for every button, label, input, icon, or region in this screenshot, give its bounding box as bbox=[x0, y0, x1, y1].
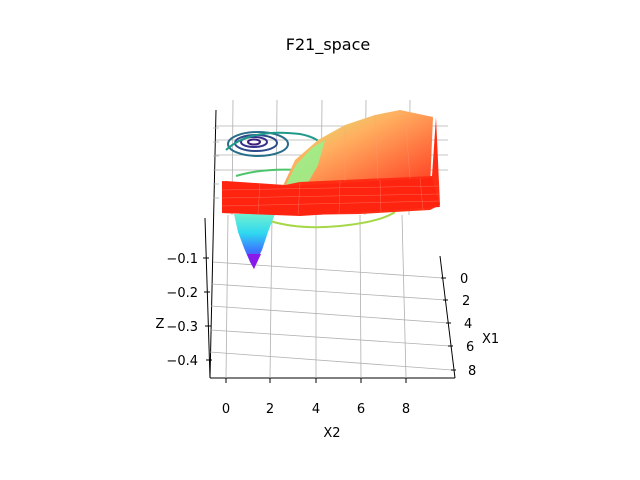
floor-grid-x2 bbox=[225, 214, 407, 379]
z-axis-line bbox=[204, 217, 211, 379]
surface-mesh bbox=[221, 110, 441, 216]
x2-axis-ticks: 0 2 4 6 8 bbox=[222, 378, 410, 417]
contour-level-2 bbox=[240, 136, 268, 148]
z-axis-label: Z bbox=[156, 317, 165, 332]
surface-plot bbox=[221, 110, 441, 269]
x2-tick-label: 0 bbox=[222, 402, 230, 417]
z-axis-ticks: −0.1 −0.2 −0.3 −0.4 bbox=[166, 252, 212, 369]
surface-ridge-highlight bbox=[284, 140, 325, 188]
x2-tick-label: 6 bbox=[357, 402, 365, 417]
chart-title: F21_space bbox=[286, 35, 371, 55]
x2-tick-label: 8 bbox=[402, 402, 410, 417]
contour-level-7 bbox=[269, 211, 396, 229]
z-tick-label: −0.4 bbox=[166, 354, 198, 369]
z-tick-label: −0.2 bbox=[166, 286, 198, 301]
x1-tick-label: 4 bbox=[464, 317, 472, 332]
z-tick-label: −0.3 bbox=[166, 320, 198, 335]
x1-tick-label: 8 bbox=[468, 364, 476, 379]
x2-tick-label: 4 bbox=[312, 402, 320, 417]
surface-sheet-front bbox=[222, 178, 440, 216]
x1-tick-label: 2 bbox=[462, 294, 470, 309]
x1-axis-ticks: 0 2 4 6 8 bbox=[441, 272, 476, 379]
z-tick-label: −0.1 bbox=[166, 252, 198, 267]
x1-tick-label: 6 bbox=[466, 340, 474, 355]
x2-tick-label: 2 bbox=[266, 402, 274, 417]
x1-tick-label: 0 bbox=[460, 272, 468, 287]
surface-well-tip bbox=[247, 254, 261, 269]
contour-level-1 bbox=[247, 138, 261, 146]
contour-level-4 bbox=[227, 131, 289, 157]
x1-axis-label: X1 bbox=[482, 332, 499, 347]
x1-axis-line bbox=[439, 255, 456, 379]
surface-well bbox=[234, 214, 275, 269]
left-pane-ticks bbox=[213, 127, 219, 199]
surface-ridge bbox=[282, 110, 433, 188]
x2-axis-label: X2 bbox=[323, 426, 340, 441]
contour-projection bbox=[225, 129, 396, 229]
floor-grid-x1 bbox=[209, 261, 453, 371]
